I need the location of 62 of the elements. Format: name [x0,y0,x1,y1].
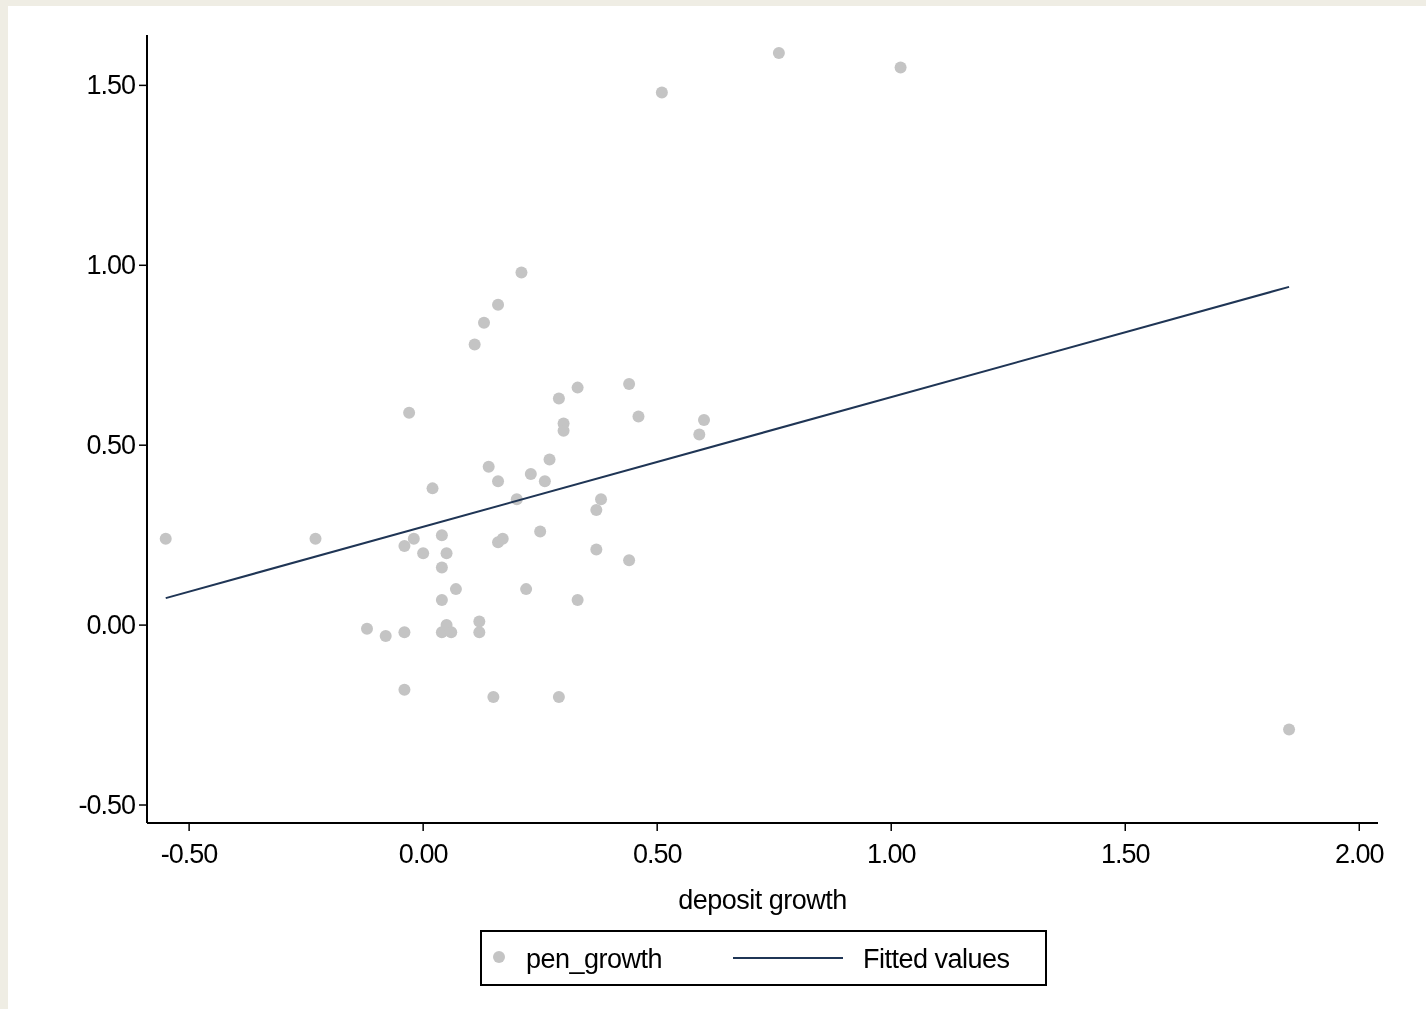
y-tick-label: 1.50 [86,70,135,101]
point [482,460,495,473]
point [590,543,603,556]
point [426,482,439,495]
point [515,266,528,279]
point [697,414,710,427]
point [417,547,430,560]
point [473,615,486,628]
point [435,593,448,606]
point [524,467,537,480]
point [398,683,411,696]
point [492,475,505,488]
point [632,410,645,423]
point [552,691,565,704]
x-axis-title: deposit growth [678,885,847,915]
point [159,532,172,545]
point [623,378,636,391]
point [435,561,448,574]
point [407,532,420,545]
point [655,86,668,99]
point [487,691,500,704]
point [440,547,453,560]
x-tick-label: 1.00 [866,839,916,869]
point [538,475,551,488]
point [543,453,556,466]
point [473,626,486,639]
point [693,428,706,441]
point [379,629,392,642]
point [445,626,458,639]
x-tick-label: 0.50 [632,839,682,869]
x-tick-label: 0.00 [398,839,448,869]
y-tick-label: 0.00 [86,610,135,641]
point [595,493,608,506]
point [468,338,481,351]
point [496,532,509,545]
point [309,532,322,545]
point [360,622,373,635]
point [1283,723,1296,736]
point [398,626,411,639]
point [571,593,584,606]
point [772,46,785,59]
legend-label: Fitted values [863,944,1010,974]
point [894,61,907,74]
point [492,298,505,311]
point [398,539,411,552]
point [478,316,490,329]
point [403,406,416,419]
point [435,529,448,542]
point [552,392,565,405]
point [590,503,603,516]
y-tick-label: 0.50 [86,430,135,461]
y-tick-label: -0.50 [78,790,135,821]
x-tick-label: -0.50 [160,839,218,869]
point [623,554,636,567]
point [449,583,462,596]
point [534,525,547,538]
legend-label: pen_growth [526,944,663,974]
y-tick-label: 1.00 [86,250,135,281]
x-tick-label: 2.00 [1335,839,1384,869]
x-tick-label: 1.50 [1100,839,1150,869]
point [571,381,584,394]
point [520,583,533,596]
